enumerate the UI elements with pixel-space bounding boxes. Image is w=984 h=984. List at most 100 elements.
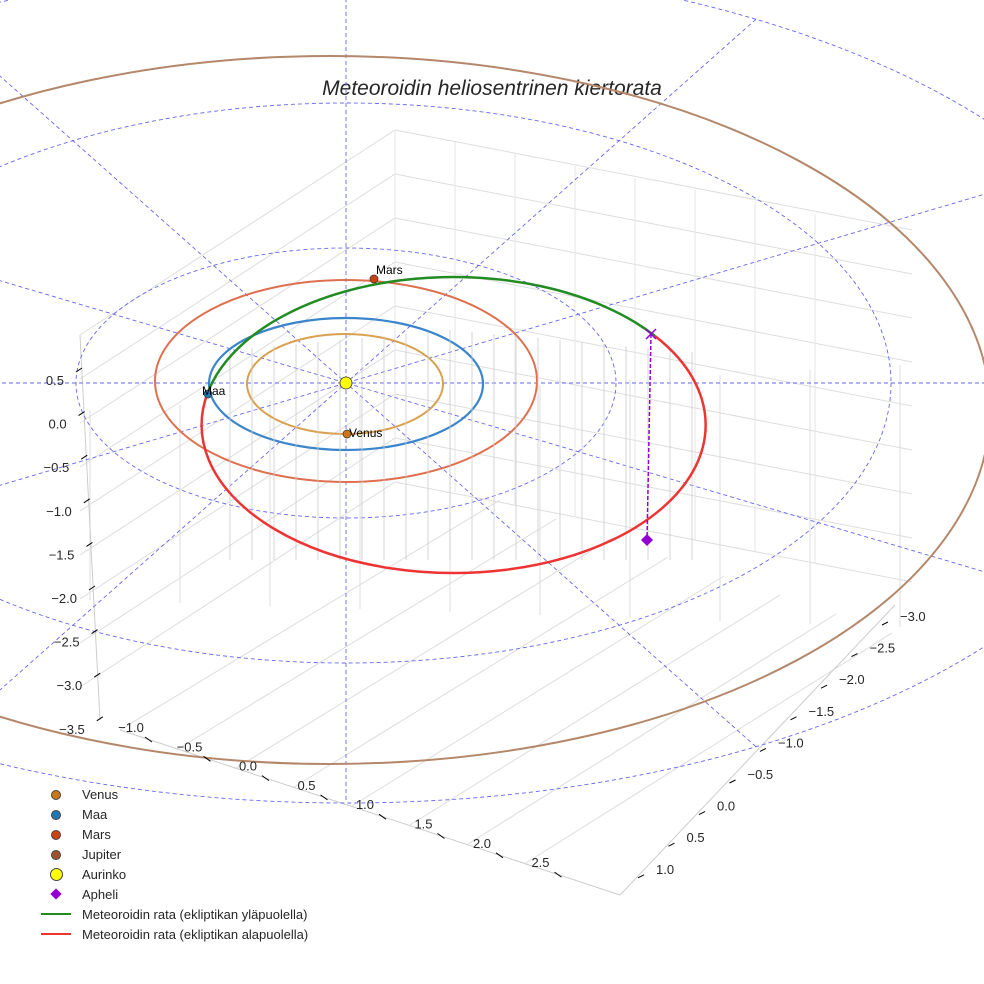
y-tick (759, 747, 767, 752)
legend-label: Meteoroidin rata (ekliptikan alapuolella… (82, 926, 309, 942)
x-tick (144, 736, 153, 743)
z-tick (75, 367, 83, 373)
z-tick-label: −0.5 (44, 460, 70, 475)
z-tick (86, 541, 93, 547)
x-tick (554, 871, 562, 878)
grid-line (119, 499, 501, 731)
z-tick-label: −1.0 (46, 504, 72, 519)
legend-item: Meteoroidin rata (ekliptikan yläpuolella… (36, 904, 308, 924)
z-axis-line (79, 334, 101, 721)
x-tick-label: 2.0 (473, 836, 491, 851)
maa-marker (203, 389, 213, 399)
x-tick-label: −1.0 (118, 720, 144, 735)
reference-ray (0, 280, 984, 573)
z-tick (91, 629, 98, 635)
legend-marker-icon (36, 868, 76, 881)
x-tick (495, 852, 504, 859)
legend-item: Maa (36, 805, 308, 825)
x-tick-label: 1.5 (414, 817, 432, 832)
grid-line (235, 537, 613, 769)
z-tick-label: −3.5 (59, 722, 85, 737)
z-tick-label: −2.5 (54, 635, 80, 650)
grid-line (394, 217, 913, 319)
legend-item: Aurinko (36, 865, 308, 885)
legend-line-icon (36, 913, 76, 916)
legend-marker-icon (36, 849, 76, 860)
z-tick (93, 672, 101, 678)
legend-label: Jupiter (82, 847, 122, 863)
venus-marker (342, 429, 352, 439)
y-tick-label: −1.5 (809, 704, 835, 719)
legend-item: Meteoroidin rata (ekliptikan alapuolella… (36, 924, 308, 944)
aphelion-marker (641, 534, 653, 546)
planet-label: Maa (202, 384, 226, 398)
y-tick (698, 811, 706, 816)
y-tick-label: −2.0 (839, 672, 865, 687)
legend-label: Meteoroidin rata (ekliptikan yläpuolella… (82, 906, 308, 922)
chart-title: Meteoroidin heliosentrinen kiertorata (322, 77, 662, 100)
grid-line (79, 173, 396, 380)
y-tick (881, 621, 889, 626)
y-tick (637, 874, 645, 879)
y-tick-label: −3.0 (900, 609, 926, 624)
y-tick (668, 842, 675, 847)
aphelion-projection-line (646, 333, 652, 541)
x-tick-label: 0.5 (297, 778, 315, 793)
mars-marker (369, 274, 379, 284)
grid-line (525, 632, 893, 864)
legend-marker-icon (36, 829, 76, 840)
legend-label: Aurinko (82, 867, 127, 882)
reference-circle (0, 0, 984, 804)
z-tick-label: 0.0 (49, 417, 67, 432)
x-tick-label: 0.0 (239, 759, 257, 774)
grid-line (394, 481, 913, 583)
legend-label: Maa (82, 807, 108, 823)
z-tick-label: −3.0 (57, 678, 83, 693)
maa-orbit (207, 316, 485, 452)
y-tick (820, 684, 828, 689)
y-tick-label: −2.5 (870, 641, 896, 656)
z-tick-label: −1.5 (49, 547, 75, 562)
x-tick (320, 794, 328, 801)
z-tick (78, 411, 85, 417)
legend-marker-icon (36, 789, 76, 800)
planet-label: Mars (376, 263, 403, 277)
legend-item: Mars (36, 825, 308, 845)
x-tick (437, 833, 445, 839)
x-tick (378, 813, 387, 820)
legend-marker-icon (36, 888, 76, 901)
x-tick (203, 755, 211, 762)
reference-ray (0, 193, 984, 486)
grid-line (79, 217, 396, 424)
grid-line (394, 349, 913, 451)
z-tick-label: 0.5 (46, 373, 64, 388)
grid-line (79, 437, 396, 644)
legend-line-icon (36, 933, 76, 936)
grid-line (79, 393, 396, 600)
aphelion-projection-marker (645, 328, 657, 340)
grid-line (394, 129, 913, 231)
grid-line (394, 305, 913, 407)
legend-item: Jupiter (36, 845, 308, 865)
legend-marker-icon (36, 809, 76, 820)
legend: Venus Maa Mars Jupiter Aurinko Apheli Meteoroi… (36, 785, 308, 944)
legend-label: Venus (82, 787, 119, 803)
legend-label: Mars (82, 827, 111, 843)
planet-label: Venus (349, 426, 382, 440)
sun-marker (339, 376, 353, 390)
grid-line (293, 556, 669, 788)
jupiter-orbit (0, 55, 984, 765)
y-tick (729, 779, 736, 784)
y-tick (790, 716, 797, 721)
grid-line (351, 575, 725, 807)
y-tick-label: −0.5 (748, 767, 774, 782)
y-tick-label: 0.0 (717, 799, 735, 814)
legend-item: Venus (36, 785, 308, 805)
grid-line (79, 261, 396, 468)
x-tick (261, 775, 270, 782)
z-tick (96, 716, 104, 722)
legend-label: Apheli (82, 886, 119, 902)
grid-line (79, 481, 396, 688)
